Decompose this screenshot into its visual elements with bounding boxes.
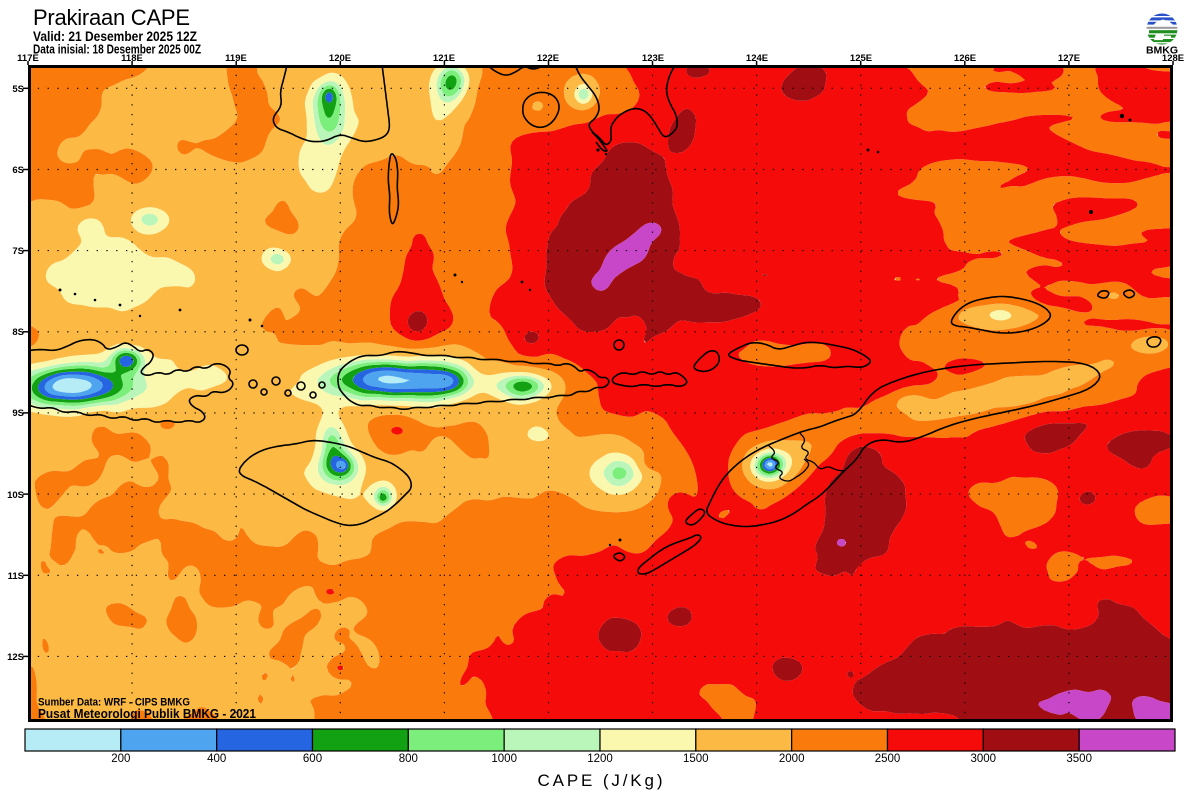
svg-text:1500: 1500 (683, 753, 709, 765)
svg-text:9S: 9S (12, 408, 24, 419)
svg-text:12S: 12S (7, 652, 24, 663)
svg-text:2500: 2500 (875, 753, 901, 765)
svg-text:Pusat Meteorologi Publik BMKG: Pusat Meteorologi Publik BMKG - 2021 (38, 707, 256, 721)
svg-text:2000: 2000 (779, 753, 805, 765)
svg-text:400: 400 (207, 753, 226, 765)
svg-text:121E: 121E (433, 53, 455, 64)
svg-text:200: 200 (111, 753, 130, 765)
svg-text:Prakiraan CAPE: Prakiraan CAPE (33, 5, 190, 30)
svg-text:119E: 119E (225, 53, 247, 64)
svg-text:5S: 5S (12, 84, 24, 95)
svg-text:800: 800 (399, 753, 418, 765)
svg-text:6S: 6S (12, 165, 24, 176)
svg-text:3500: 3500 (1066, 753, 1092, 765)
svg-text:127E: 127E (1058, 53, 1080, 64)
svg-text:118E: 118E (121, 53, 143, 64)
svg-text:Valid: 21 Desember 2025 12Z: Valid: 21 Desember 2025 12Z (33, 29, 197, 44)
svg-text:122E: 122E (537, 53, 559, 64)
svg-text:124E: 124E (746, 53, 768, 64)
svg-text:BMKG: BMKG (1146, 45, 1178, 57)
svg-text:1000: 1000 (491, 753, 517, 765)
svg-text:126E: 126E (954, 53, 976, 64)
svg-text:123E: 123E (642, 53, 664, 64)
svg-text:Sumber Data: WRF - CIPS BMKG: Sumber Data: WRF - CIPS BMKG (38, 697, 190, 709)
svg-text:7S: 7S (12, 246, 24, 257)
svg-text:10S: 10S (7, 490, 24, 501)
svg-text:120E: 120E (329, 53, 351, 64)
svg-text:Data inisial: 18 Desember 2025: Data inisial: 18 Desember 2025 00Z (33, 43, 201, 57)
svg-text:600: 600 (303, 753, 322, 765)
svg-text:11S: 11S (8, 571, 24, 582)
svg-text:3000: 3000 (971, 753, 997, 765)
svg-text:8S: 8S (12, 327, 24, 338)
svg-text:128E: 128E (1162, 53, 1184, 64)
svg-text:117E: 117E (17, 53, 39, 64)
svg-text:1200: 1200 (587, 753, 613, 765)
svg-text:125E: 125E (850, 53, 872, 64)
